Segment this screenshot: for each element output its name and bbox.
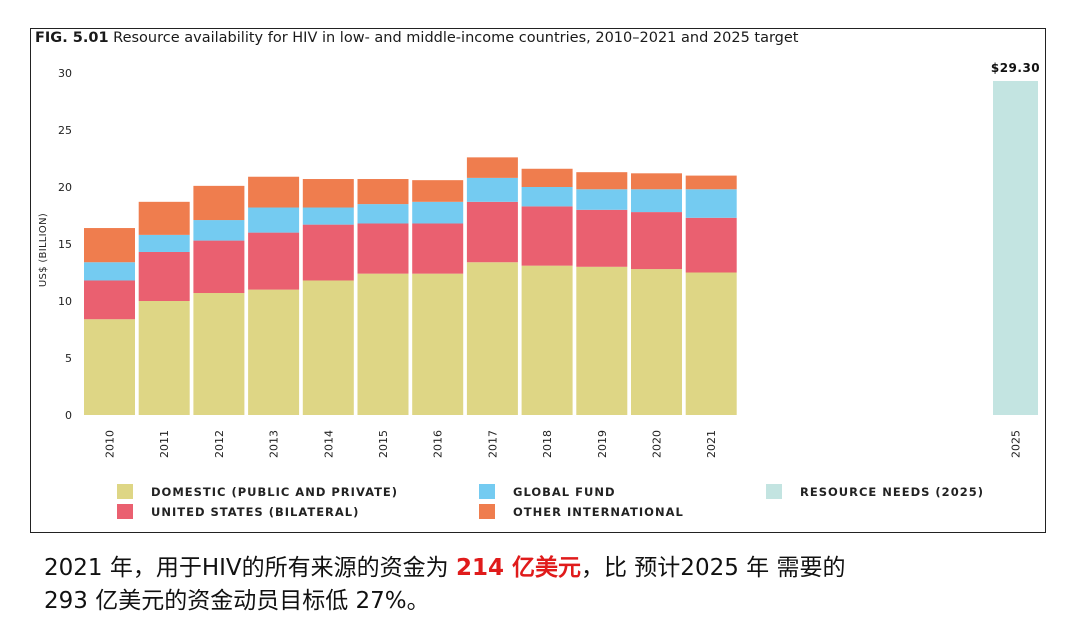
legend-swatch-3 bbox=[479, 504, 495, 519]
bar-segment-3-2019 bbox=[576, 172, 628, 190]
y-tick-label: 10 bbox=[58, 295, 72, 308]
bar-segment-1-2013 bbox=[248, 232, 300, 290]
y-tick-label: 0 bbox=[65, 409, 72, 422]
bar-segment-3-2018 bbox=[521, 168, 573, 187]
legend-swatch-4 bbox=[766, 484, 782, 499]
caption-text-1: 2021 年，用于HIV的所有来源的资金为 bbox=[44, 555, 456, 581]
bar-segment-1-2020 bbox=[631, 212, 682, 270]
y-tick-label: 30 bbox=[58, 67, 72, 80]
bar-segment-0-2017 bbox=[466, 262, 518, 415]
bar-segment-1-2018 bbox=[521, 206, 573, 266]
y-axis-title: US$ (BILLION) bbox=[38, 213, 49, 287]
bar-segment-1-2021 bbox=[685, 217, 737, 273]
bars: $29.30 bbox=[84, 61, 1040, 415]
bar-segment-1-2012 bbox=[193, 240, 245, 294]
x-tick-label: 2021 bbox=[705, 430, 718, 458]
bar-segment-2-2018 bbox=[521, 187, 573, 207]
bar-segment-3-2016 bbox=[412, 180, 464, 202]
y-tick-label: 15 bbox=[58, 238, 72, 251]
x-tick-label: 2017 bbox=[486, 430, 499, 458]
bar-segment-1-2016 bbox=[412, 223, 464, 274]
figure-title-text: Resource availability for HIV in low- an… bbox=[113, 30, 799, 46]
x-tick-label: 2010 bbox=[104, 430, 117, 458]
figure-frame bbox=[30, 28, 1046, 533]
bar-segment-2-2017 bbox=[466, 177, 518, 202]
legend-swatch-0 bbox=[117, 484, 133, 499]
legend-label-2: GLOBAL FUND bbox=[513, 485, 616, 499]
bar-segment-0-2014 bbox=[302, 280, 354, 415]
legend-label-0: DOMESTIC (PUBLIC AND PRIVATE) bbox=[151, 485, 398, 499]
x-axis-ticks: 2010 2011 2012 2013 2014 2015 2016 2017 2018 2019… bbox=[104, 430, 1023, 458]
x-tick-label: 2013 bbox=[268, 430, 281, 458]
bar-segment-3-2017 bbox=[466, 157, 518, 178]
y-axis-ticks: 0 5 10 15 20 25 30 bbox=[58, 67, 72, 422]
x-tick-label: 2019 bbox=[596, 430, 609, 458]
bar-segment-0-2018 bbox=[521, 265, 573, 415]
caption: 2021 年，用于HIV的所有来源的资金为 214 亿美元，比 预计2025 年… bbox=[44, 552, 1054, 618]
legend-label-4: RESOURCE NEEDS (2025) bbox=[800, 485, 984, 499]
bar-segment-2-2020 bbox=[631, 189, 682, 213]
figure-title: FIG. 5.01 Resource availability for HIV … bbox=[35, 30, 799, 46]
bar-segment-0-2021 bbox=[685, 272, 737, 415]
bar-segment-1-2014 bbox=[302, 224, 354, 281]
bar-segment-3-2013 bbox=[248, 176, 300, 208]
legend-swatch-2 bbox=[479, 484, 495, 499]
bar-segment-2-2013 bbox=[248, 207, 300, 233]
bar-segment-1-2019 bbox=[576, 209, 628, 267]
y-tick-label: 5 bbox=[65, 352, 72, 365]
bar-segment-3-2012 bbox=[193, 185, 245, 221]
bar-segment-2-2016 bbox=[412, 201, 464, 224]
x-tick-label: 2025 bbox=[1010, 430, 1023, 458]
x-tick-label: 2016 bbox=[432, 430, 445, 458]
x-tick-label: 2015 bbox=[377, 430, 390, 458]
bar-segment-1-2015 bbox=[357, 223, 409, 274]
bar-segment-0-2012 bbox=[193, 293, 245, 415]
caption-text-2: ，比 预计2025 年 需要的 bbox=[581, 555, 846, 581]
x-tick-label: 2011 bbox=[158, 430, 171, 458]
bar-segment-1-2011 bbox=[138, 251, 190, 301]
caption-highlight: 214 亿美元 bbox=[455, 555, 581, 581]
bar-segment-3-2015 bbox=[357, 179, 409, 205]
bar-segment-0-2016 bbox=[412, 273, 464, 415]
bar-segment-2-2021 bbox=[685, 189, 737, 218]
x-tick-label: 2018 bbox=[541, 430, 554, 458]
y-tick-label: 20 bbox=[58, 181, 72, 194]
y-tick-label: 25 bbox=[58, 124, 72, 137]
bar-segment-2-2015 bbox=[357, 204, 409, 224]
x-tick-label: 2020 bbox=[651, 430, 664, 458]
legend-label-1: UNITED STATES (BILATERAL) bbox=[151, 505, 359, 519]
bar-segment-3-2014 bbox=[302, 179, 354, 208]
legend-label-3: OTHER INTERNATIONAL bbox=[513, 505, 684, 519]
bar-segment-3-2020 bbox=[631, 173, 682, 190]
bar-segment-2-2014 bbox=[302, 207, 354, 225]
bar-segment-3-2021 bbox=[685, 175, 737, 190]
bar-segment-1-2017 bbox=[466, 201, 518, 263]
bar-segment-0-2019 bbox=[576, 266, 628, 415]
target-value-label: $29.30 bbox=[991, 61, 1040, 75]
caption-line-2: 293 亿美元的资金动员目标低 27%。 bbox=[44, 588, 430, 614]
x-tick-label: 2012 bbox=[213, 430, 226, 458]
bar-segment-3-2011 bbox=[138, 201, 190, 235]
bar-segment-0-2020 bbox=[631, 269, 682, 415]
legend: DOMESTIC (PUBLIC AND PRIVATE) UNITED STAT… bbox=[117, 484, 984, 519]
bar-segment-1-2010 bbox=[84, 280, 135, 320]
bar-segment-0-2013 bbox=[248, 289, 300, 415]
bar-segment-0-2011 bbox=[138, 301, 190, 415]
bar-segment-2-2019 bbox=[576, 189, 628, 210]
bar-segment-2-2011 bbox=[138, 234, 190, 252]
bar-segment-2-2010 bbox=[84, 262, 135, 281]
figure-number: FIG. 5.01 bbox=[35, 30, 109, 46]
bar-segment-0-2015 bbox=[357, 273, 409, 415]
x-tick-label: 2014 bbox=[322, 430, 335, 458]
bar-segment-2-2012 bbox=[193, 220, 245, 241]
bar-segment-3-2010 bbox=[84, 228, 135, 263]
bar-target-2025 bbox=[993, 80, 1038, 415]
legend-swatch-1 bbox=[117, 504, 133, 519]
caption-line-1: 2021 年，用于HIV的所有来源的资金为 214 亿美元，比 预计2025 年… bbox=[44, 552, 1054, 585]
bar-segment-0-2010 bbox=[84, 319, 135, 415]
